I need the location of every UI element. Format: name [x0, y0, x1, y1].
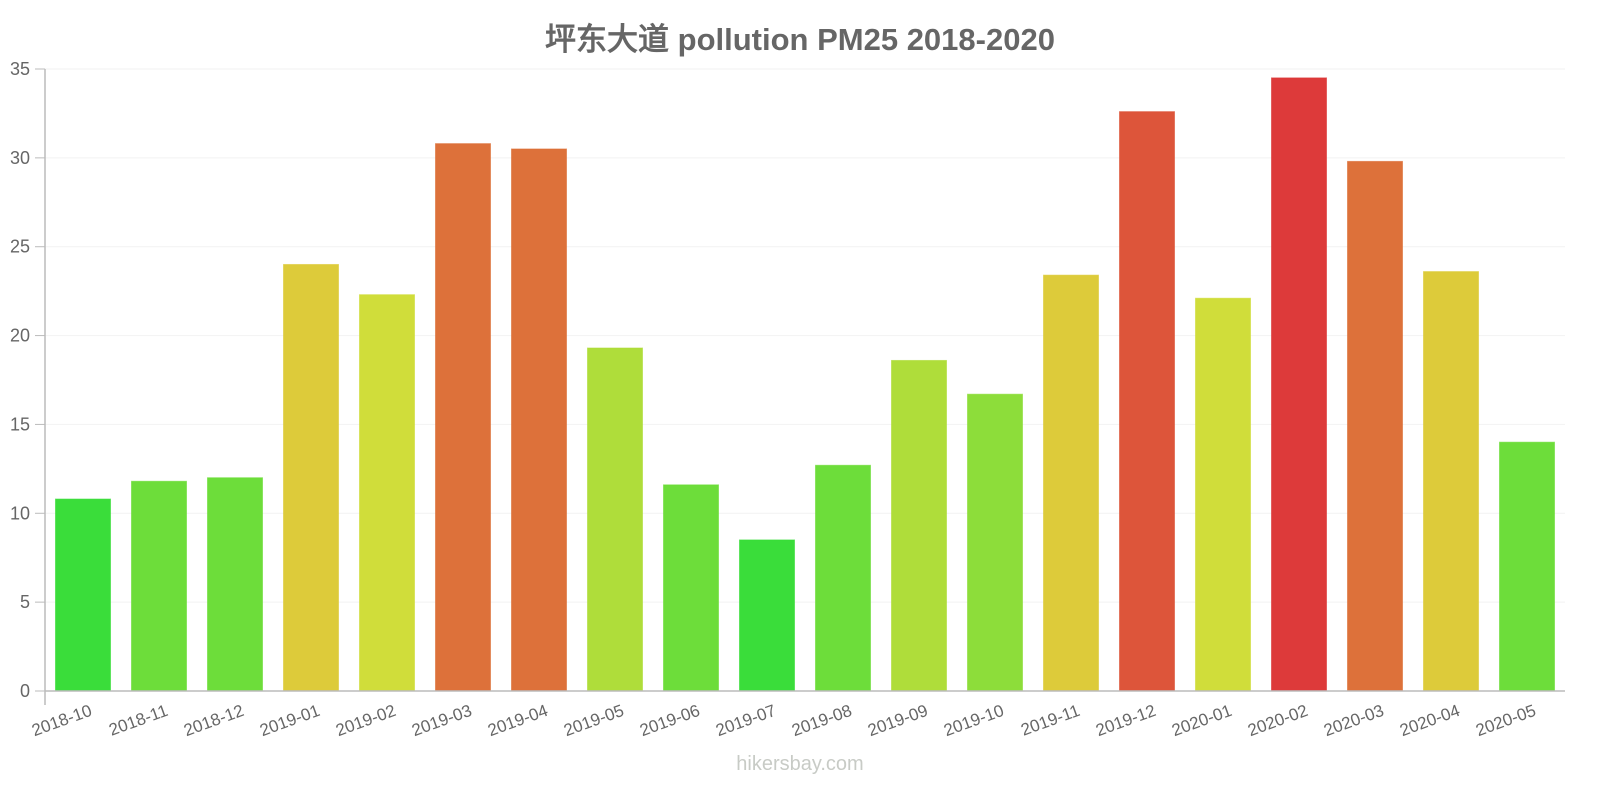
y-tick-label: 0	[20, 681, 30, 701]
x-tick-label: 2019-11	[1018, 701, 1082, 740]
bar	[891, 359, 947, 692]
bar	[511, 148, 567, 692]
bar	[1271, 77, 1327, 692]
x-tick-label: 2019-08	[789, 701, 854, 740]
bar	[131, 480, 187, 692]
x-tick-label: 2019-10	[941, 701, 1006, 740]
y-tick-label: 20	[10, 326, 30, 346]
bar	[739, 539, 795, 692]
bar	[207, 477, 263, 692]
x-tick-label: 2020-01	[1169, 701, 1234, 740]
bar	[359, 294, 415, 692]
bar	[1499, 441, 1555, 692]
y-tick-label: 35	[10, 59, 30, 79]
x-tick-label: 2018-11	[106, 701, 170, 740]
x-tick-label: 2020-02	[1245, 701, 1310, 740]
bar	[1195, 297, 1251, 692]
bar	[815, 464, 871, 692]
watermark: hikersbay.com	[736, 753, 864, 775]
bar	[967, 393, 1023, 692]
x-tick-label: 2018-12	[181, 701, 246, 740]
x-tick-label: 2020-05	[1473, 701, 1538, 740]
bar	[435, 143, 491, 692]
bar	[1043, 274, 1099, 692]
x-tick-label: 2019-09	[865, 701, 930, 740]
y-tick-label: 10	[10, 503, 30, 523]
bar	[587, 347, 643, 692]
x-tick-label: 2019-03	[409, 701, 474, 740]
bar	[55, 498, 111, 692]
x-tick-label: 2019-04	[485, 701, 550, 740]
x-tick-label: 2019-07	[713, 701, 778, 740]
x-tick-label: 2019-06	[637, 701, 702, 740]
x-tick-label: 2018-10	[29, 701, 94, 740]
bar	[1423, 271, 1479, 692]
bar	[1119, 111, 1175, 692]
bar	[663, 484, 719, 692]
bar	[1347, 160, 1403, 692]
x-tick-label: 2020-04	[1397, 701, 1462, 740]
y-tick-label: 5	[20, 592, 30, 612]
y-tick-label: 15	[10, 414, 30, 434]
x-tick-label: 2019-05	[561, 701, 626, 740]
y-tick-label: 30	[10, 148, 30, 168]
bar	[283, 263, 339, 692]
chart-title: 坪东大道 pollution PM25 2018-2020	[545, 22, 1055, 57]
x-tick-label: 2019-01	[257, 701, 322, 740]
y-tick-label: 25	[10, 237, 30, 257]
x-tick-label: 2020-03	[1321, 701, 1386, 740]
x-tick-label: 2019-02	[333, 701, 398, 740]
x-tick-label: 2019-12	[1093, 701, 1158, 740]
